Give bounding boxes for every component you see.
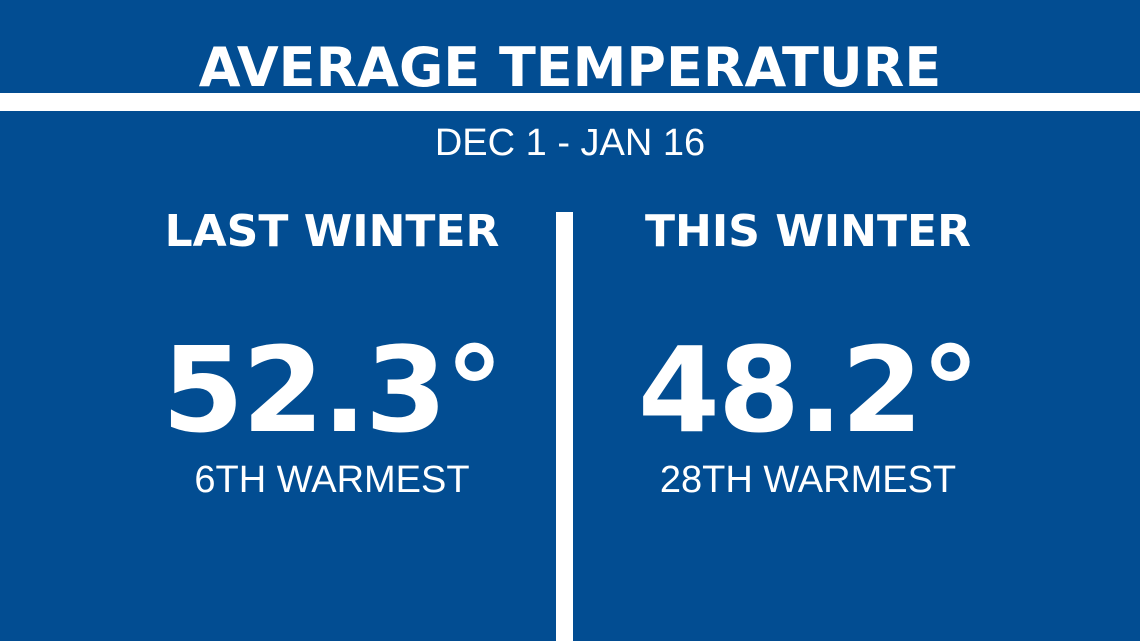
last-winter-panel: LAST WINTER 52.3° 6TH WARMEST (82, 200, 582, 500)
last-winter-heading: LAST WINTER (164, 206, 500, 257)
this-winter-temperature: 48.2° (637, 321, 980, 459)
this-winter-heading: THIS WINTER (645, 206, 971, 257)
graphic-title: AVERAGE TEMPERATURE (198, 36, 942, 99)
title-underline-rule (0, 93, 1140, 111)
date-range-subtitle: DEC 1 - JAN 16 (434, 122, 706, 164)
this-winter-panel: THIS WINTER 48.2° 28TH WARMEST (558, 200, 1058, 500)
last-winter-temperature: 52.3° (161, 321, 504, 459)
column-divider (556, 212, 573, 641)
last-winter-rank: 6TH WARMEST (194, 459, 470, 501)
this-winter-rank: 28TH WARMEST (659, 459, 957, 501)
